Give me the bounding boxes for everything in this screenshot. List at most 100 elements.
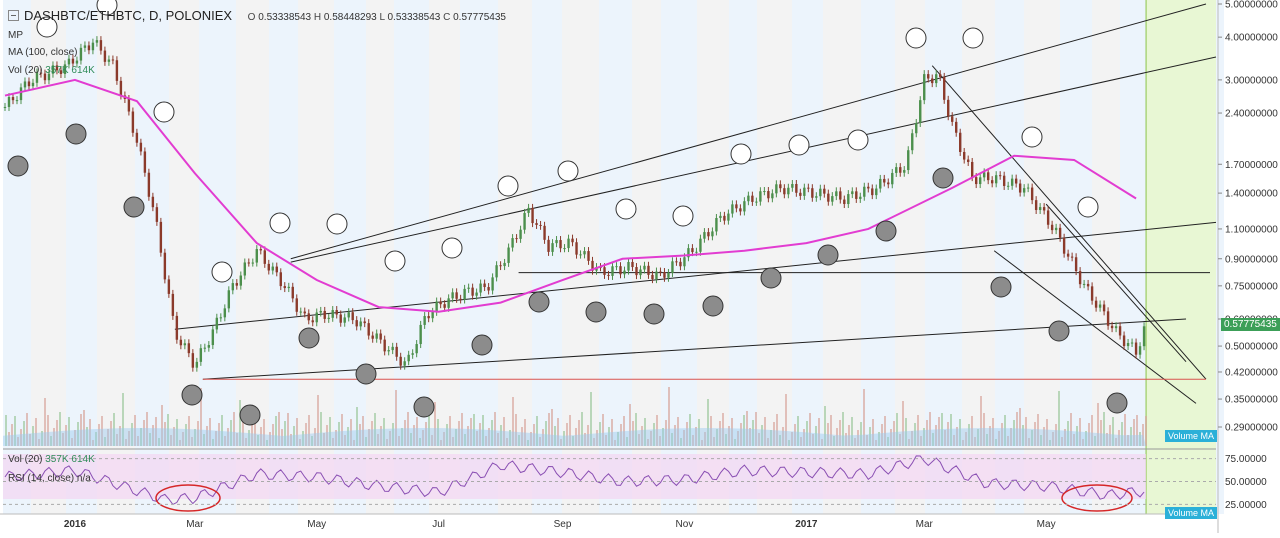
high-label: H [313,12,322,23]
volume-bar [1007,436,1009,446]
filled-circle-marker [239,404,261,426]
volume-bar [1088,423,1090,446]
volume-bar [530,432,532,446]
volume-bar [128,431,130,446]
low-label: L [379,12,385,23]
candle-body [7,97,11,107]
candle-body [1018,183,1022,193]
candle-body [51,65,55,74]
candle-body [59,70,63,74]
candle-body [331,310,334,318]
candle-body [67,58,71,65]
volume-bar [743,415,745,446]
candle-body [943,76,946,100]
volume-bar [515,414,517,446]
volume-bar [710,416,712,446]
candle-body [855,191,858,199]
candle-body [763,191,766,193]
candle-body [299,311,302,313]
candle-body [535,223,538,225]
volume-bar [20,429,22,446]
volume-bar [272,424,274,446]
candle-body [719,215,722,219]
volume-bar [176,419,178,446]
volume-bar [314,428,316,446]
volume-bar [854,438,856,446]
volume-bar [158,438,160,446]
candle-body [591,260,594,271]
volume-bar [482,415,484,446]
background-stripe [1092,0,1120,514]
candle-body [219,317,223,319]
volume-bar [539,437,541,446]
volume-bar [746,411,748,446]
filled-circle-marker [585,301,607,323]
volume-bar [1049,440,1051,446]
candle-body [963,151,966,160]
volume-bar [182,432,184,446]
candle-body [131,111,135,133]
candle-body [531,207,534,224]
volume-bar [764,417,766,446]
candle-body [147,172,151,197]
candle-body [935,74,938,84]
volume-bar [1115,438,1117,446]
volume-bar [383,418,385,446]
volume-bar [953,435,955,446]
volume-bar [65,425,67,446]
volume-bar [716,429,718,446]
background-stripe [599,0,632,514]
candle-body [1042,207,1046,211]
volume-bar [932,433,934,446]
legend-sub-vol[interactable]: Vol (20) 357K 614K [8,454,95,465]
open-value: 0.53338543 [258,12,312,23]
candle-body [523,212,526,230]
open-circle-marker [788,134,810,156]
open-circle-marker [1021,126,1043,148]
rsi-band [3,454,1147,499]
candle-body [295,298,298,312]
volume-bar [251,422,253,446]
volume-bar [1127,435,1129,446]
volume-bar [1031,430,1033,446]
volume-bar [131,423,133,446]
candle-body [55,65,59,71]
legend-sub-vol-label: Vol (20) [8,454,43,465]
candle-body [515,238,518,240]
candle-body [919,100,922,123]
volume-bar [491,420,493,446]
background-stripe [1024,0,1060,514]
volume-bar [125,439,127,446]
legend-ma[interactable]: MA (100, close) [8,47,78,58]
candle-body [483,283,486,288]
candle-body [3,106,7,108]
candle-body [1046,210,1050,225]
candle-body [323,310,326,319]
volume-bar [368,429,370,446]
volume-bar [923,428,925,446]
legend-vol[interactable]: Vol (20) 357K 614K [8,65,95,76]
candle-body [883,178,886,183]
x-tick-label: Sep [554,519,572,530]
volume-bar [872,419,874,446]
volume-bar [344,435,346,446]
volume-bar [404,420,406,446]
volume-bar [398,436,400,446]
volume-bar [614,440,616,446]
legend-mp[interactable]: MP [8,30,23,41]
volume-bar [581,412,583,446]
collapse-icon[interactable] [8,10,19,21]
candle-body [787,187,790,195]
volume-bar [1001,423,1003,446]
candle-body [947,99,950,117]
legend-rsi[interactable]: RSI (14, close) n/a [8,473,91,484]
candle-body [1118,326,1122,336]
candle-body [407,354,410,362]
candle-body [379,333,382,340]
candle-body [423,316,426,325]
legend-rsi-label: RSI (14, close) [8,473,75,484]
volume-bar [320,412,322,446]
candle-body [1022,188,1026,193]
